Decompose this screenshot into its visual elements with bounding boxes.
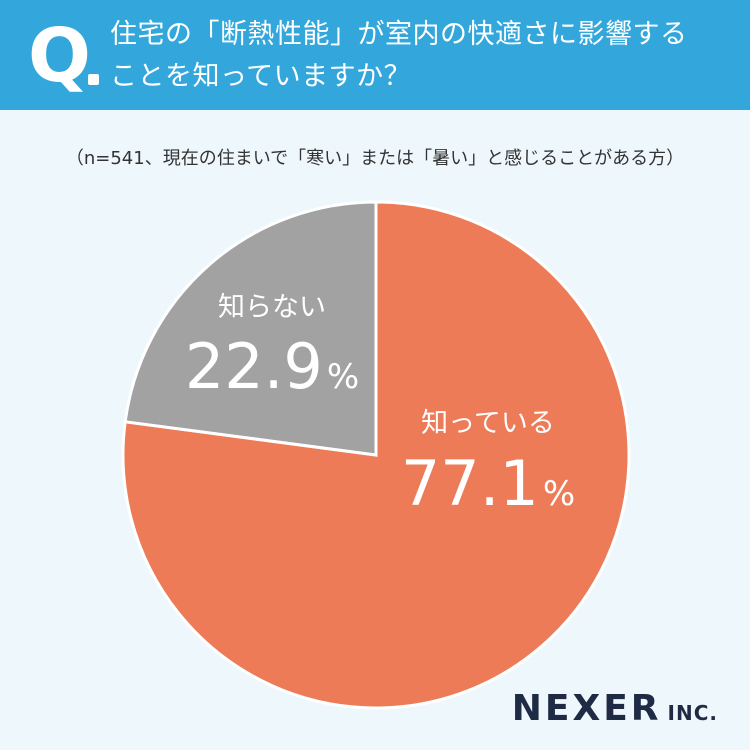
- slice-value-2: 22.9%: [185, 330, 359, 403]
- question-line-1: 住宅の「断熱性能」が室内の快適さに影響する: [110, 19, 688, 50]
- pie-slices: [121, 200, 631, 710]
- brand-logo: NEXER INC.: [512, 688, 718, 729]
- slice-value-1: 77.1%: [401, 447, 575, 520]
- question-header: Q 住宅の「断熱性能」が室内の快適さに影響する ことを知っていますか？: [0, 0, 750, 110]
- question-text: 住宅の「断熱性能」が室内の快適さに影響する ことを知っていますか？: [110, 14, 740, 98]
- pie-labels: 知っている 77.1 % 知らない 22.9%: [185, 292, 575, 520]
- q-mark: Q: [28, 13, 91, 99]
- brand-name: NEXER: [511, 688, 662, 729]
- sample-note: （n=541、現在の住まいで「寒い」または「暑い」と感じることがある方）: [65, 148, 685, 169]
- pie-slice-2: [123, 200, 378, 457]
- slice-label-1: 知っている: [421, 408, 555, 439]
- brand-suffix: INC.: [667, 701, 718, 725]
- slice-label-2: 知らない: [218, 292, 326, 323]
- q-dot-icon: [88, 74, 99, 85]
- question-line-2: ことを知っていますか？: [110, 61, 412, 92]
